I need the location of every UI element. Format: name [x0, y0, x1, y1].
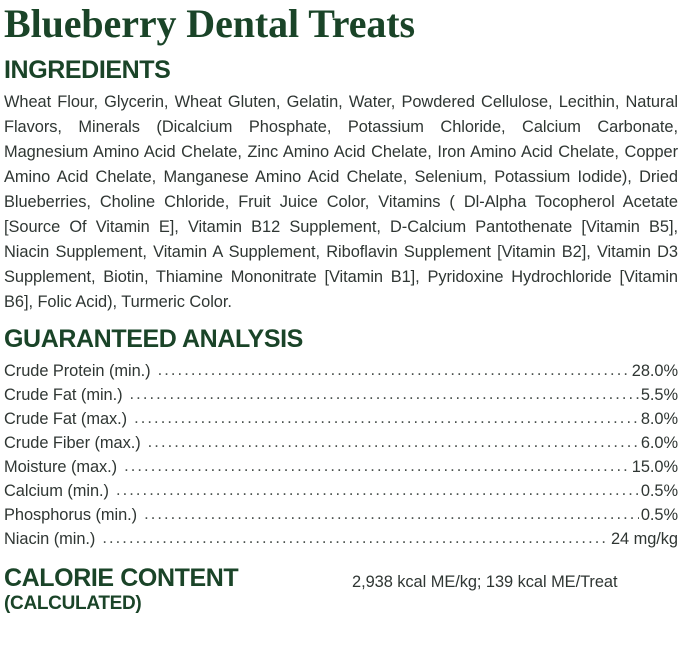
guaranteed-analysis-label: Phosphorus (min.) — [4, 506, 138, 524]
dot-leader: ........................................… — [124, 457, 630, 475]
dot-leader: ........................................… — [157, 361, 630, 379]
page-title: Blueberry Dental Treats — [4, 1, 415, 46]
dot-leader: ........................................… — [144, 505, 639, 523]
calorie-content-value: 2,938 kcal ME/kg; 139 kcal ME/Treat — [352, 573, 618, 591]
ingredients-text: Wheat Flour, Glycerin, Wheat Gluten, Gel… — [4, 93, 678, 311]
dot-leader: ........................................… — [134, 409, 639, 427]
calorie-content-block: CALORIE CONTENT (CALCULATED) 2,938 kcal … — [0, 565, 679, 616]
dot-leader: ........................................… — [147, 433, 639, 451]
guaranteed-analysis-label: Crude Protein (min.) — [4, 362, 151, 380]
guaranteed-analysis-value: 15.0% — [631, 458, 678, 476]
calorie-content-heading: CALORIE CONTENT — [4, 564, 239, 592]
guaranteed-analysis-heading: GUARANTEED ANALYSIS — [4, 325, 303, 353]
ingredients-heading: INGREDIENTS — [4, 56, 171, 84]
calorie-content-heading-group: CALORIE CONTENT (CALCULATED) — [4, 565, 352, 616]
guaranteed-analysis-value: 24 mg/kg — [610, 530, 678, 548]
dot-leader: ........................................… — [129, 385, 639, 403]
guaranteed-analysis-row: Phosphorus (min.).......................… — [4, 503, 678, 527]
guaranteed-analysis-label: Crude Fat (min.) — [4, 386, 123, 404]
guaranteed-analysis-row: Crude Fat (min.)........................… — [4, 383, 678, 407]
guaranteed-analysis-label: Crude Fat (max.) — [4, 410, 128, 428]
guaranteed-analysis-label: Niacin (min.) — [4, 530, 96, 548]
guaranteed-analysis-value: 0.5% — [640, 482, 678, 500]
dot-leader: ........................................… — [115, 481, 639, 499]
guaranteed-analysis-row: Niacin (min.)...........................… — [4, 527, 678, 551]
guaranteed-analysis-row: Calcium (min.)..........................… — [4, 479, 678, 503]
guaranteed-analysis-label: Calcium (min.) — [4, 482, 109, 500]
guaranteed-analysis-label: Moisture (max.) — [4, 458, 118, 476]
guaranteed-analysis-row: Crude Protein (min.)....................… — [4, 359, 678, 383]
dot-leader: ........................................… — [102, 529, 609, 547]
calorie-content-subheading: (CALCULATED) — [4, 593, 142, 614]
guaranteed-analysis-row: Moisture (max.).........................… — [4, 455, 678, 479]
guaranteed-analysis-value: 8.0% — [640, 410, 678, 428]
guaranteed-analysis-row: Crude Fat (max.)........................… — [4, 407, 678, 431]
guaranteed-analysis-value: 6.0% — [640, 434, 678, 452]
guaranteed-analysis-row: Crude Fiber (max.)......................… — [4, 431, 678, 455]
guaranteed-analysis-value: 5.5% — [640, 386, 678, 404]
guaranteed-analysis-value: 28.0% — [631, 362, 678, 380]
guaranteed-analysis-value: 0.5% — [640, 506, 678, 524]
guaranteed-analysis-table: Crude Protein (min.)....................… — [0, 359, 679, 551]
guaranteed-analysis-label: Crude Fiber (max.) — [4, 434, 141, 452]
